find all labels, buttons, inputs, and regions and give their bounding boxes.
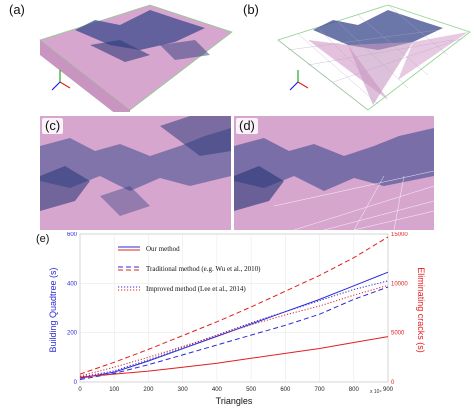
y-right-tick-label: 10000 — [391, 281, 408, 287]
y-right-tick-label: 0 — [391, 380, 395, 386]
x-tick-label: 400 — [212, 387, 223, 393]
y-right-tick-label: 5000 — [391, 331, 405, 337]
panel-e-timing-chart: 0 100 200 300 400 500 600 700 800 900 0 200 400 600 0 5… — [0, 232, 474, 407]
series-line-4 — [79, 236, 389, 375]
x-tick-label: 0 — [78, 387, 82, 393]
terrain-closeup-c — [40, 116, 231, 216]
terrain-3d-view-b — [277, 4, 471, 111]
legend-label-improved: Improved method (Lee et al., 2014) — [146, 285, 246, 293]
grid-layer — [79, 233, 389, 383]
series-line-2 — [79, 280, 389, 378]
x-axis-label: Triangles — [216, 396, 253, 406]
tick-layer: 0 100 200 300 400 500 600 700 800 900020040060005… — [67, 232, 408, 393]
x-axis-multiplier: x 10⁴ — [370, 389, 382, 395]
series-line-1 — [79, 286, 389, 380]
panel-b-terrain-wireframe: (b) — [238, 0, 474, 112]
axes-gizmo-icon — [51, 70, 71, 91]
x-tick-label: 500 — [246, 387, 257, 393]
panel-label-c: (c) — [42, 118, 64, 134]
x-tick-label: 300 — [178, 387, 189, 393]
x-tick-label: 800 — [349, 387, 360, 393]
y-left-tick-label: 400 — [67, 281, 78, 287]
panel-label-b: (b) — [240, 2, 262, 18]
terrain-3d-view-a — [39, 4, 233, 112]
y-left-tick-label: 600 — [67, 232, 78, 238]
plot-area-frame — [79, 233, 389, 383]
series-layer — [79, 236, 389, 380]
x-tick-label: 200 — [143, 387, 154, 393]
legend-label-traditional: Traditional method (e.g. Wu et al., 2010… — [146, 265, 261, 273]
y-left-tick-label: 200 — [67, 331, 78, 337]
x-tick-label: 600 — [280, 387, 291, 393]
panel-a-terrain-overview: (a) — [0, 0, 236, 112]
panel-label-a: (a) — [6, 2, 28, 18]
y-left-tick-label: 0 — [74, 380, 78, 386]
panel-label-e: (e) — [36, 233, 49, 245]
series-line-0 — [79, 271, 389, 379]
series-line-5 — [79, 284, 389, 377]
y-right-tick-label: 15000 — [391, 232, 408, 238]
y-axis-left-label: Building Quadtree (s) — [48, 267, 58, 352]
axes-gizmo-icon-b — [289, 70, 309, 91]
legend-label-our-method: Our method — [146, 245, 180, 253]
y-axis-right-label: Eliminating cracks (s) — [416, 267, 426, 353]
panel-d-terrain-closeup-cracks: (d) — [234, 116, 434, 230]
series-line-3 — [79, 336, 389, 378]
timing-line-chart: 0 100 200 300 400 500 600 700 800 900020040060005… — [36, 232, 426, 406]
x-tick-label: 900 — [383, 387, 394, 393]
legend: Our method Traditional method (e.g. Wu e… — [118, 245, 261, 293]
terrain-closeup-d — [234, 128, 434, 230]
panel-c-terrain-closeup: (c) — [40, 116, 231, 230]
x-tick-label: 100 — [109, 387, 120, 393]
x-tick-label: 700 — [315, 387, 326, 393]
panel-label-d: (d) — [236, 118, 258, 134]
